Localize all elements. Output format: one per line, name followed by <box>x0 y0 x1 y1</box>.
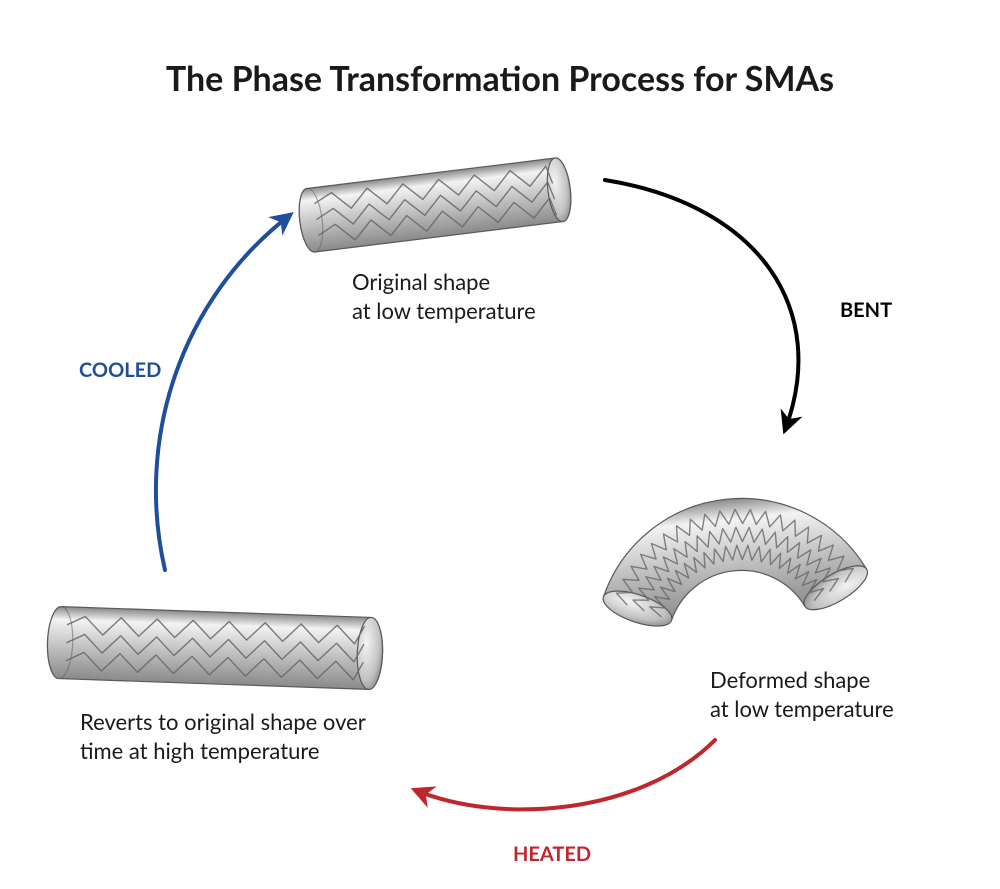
arrow-cooled <box>156 215 290 570</box>
arrow-bent <box>605 180 798 430</box>
diagram-stage: The Phase Transformation Process for SMA… <box>0 0 1000 889</box>
arrow-heated <box>415 740 715 809</box>
diagram-svg <box>0 0 1000 889</box>
